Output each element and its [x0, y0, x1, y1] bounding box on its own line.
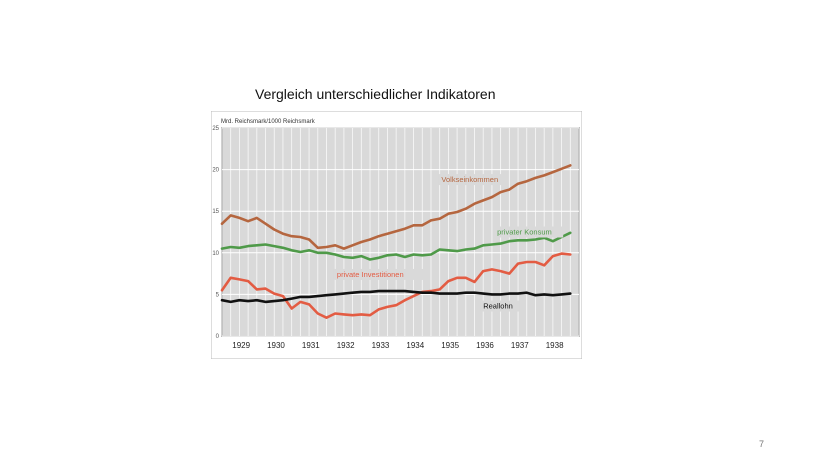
series-line-private-investitionen: [220, 252, 572, 319]
slide-title: Vergleich unterschiedlicher Indikatoren: [255, 86, 496, 102]
series-label-volkseinkommen: Volkseinkommen: [441, 175, 498, 184]
x-tick-label: 1937: [511, 341, 529, 350]
series-label-bg-reallohn: [480, 300, 520, 312]
series-label-bg-privater-konsum: [494, 226, 564, 238]
y-tick-label: 15: [212, 209, 219, 215]
x-tick-label: 1936: [476, 341, 494, 350]
chart: 0 5 10 15 20 25 1929 1930 1931 1932 1933 1934 1935 1…: [210, 110, 583, 360]
x-axis-ticks: 1929 1930 1931 1932 1933 1934 1935 1936 1937 1938: [232, 341, 564, 350]
series-line-volkseinkommen: [220, 164, 572, 250]
x-tick-label: 1934: [406, 341, 424, 350]
x-tick-label: 1935: [441, 341, 459, 350]
y-tick-label: 0: [216, 334, 220, 340]
x-tick-label: 1929: [232, 341, 250, 350]
page-number: 7: [759, 439, 765, 449]
series-label-privater-konsum: privater Konsum: [497, 227, 552, 236]
x-tick-label: 1932: [337, 341, 355, 350]
unit-label: Mrd. Reichsmark/1000 Reichsmark: [221, 119, 316, 125]
series-label-reallohn: Reallohn: [483, 302, 513, 311]
series-label-private-investitionen: private Investitionen: [337, 270, 404, 279]
x-tick-label: 1933: [372, 341, 390, 350]
x-tick-label: 1938: [546, 341, 564, 350]
y-axis-ticks: 0 5 10 15 20 25: [212, 126, 219, 340]
y-tick-label: 10: [212, 251, 219, 257]
series-line-reallohn: [220, 289, 572, 304]
y-tick-label: 25: [212, 126, 219, 132]
x-tick-label: 1931: [302, 341, 320, 350]
series-label-bg-volkseinkommen: [438, 174, 504, 186]
y-tick-label: 20: [212, 168, 219, 174]
series-lines: [220, 164, 572, 319]
series-line-privater-konsum: [220, 231, 572, 261]
y-tick-label: 5: [216, 292, 220, 298]
series-label-bg-private-investitionen: [333, 268, 429, 280]
series-labels: Volkseinkommen privater Konsum private Inv…: [333, 174, 564, 312]
x-tick-label: 1930: [267, 341, 285, 350]
